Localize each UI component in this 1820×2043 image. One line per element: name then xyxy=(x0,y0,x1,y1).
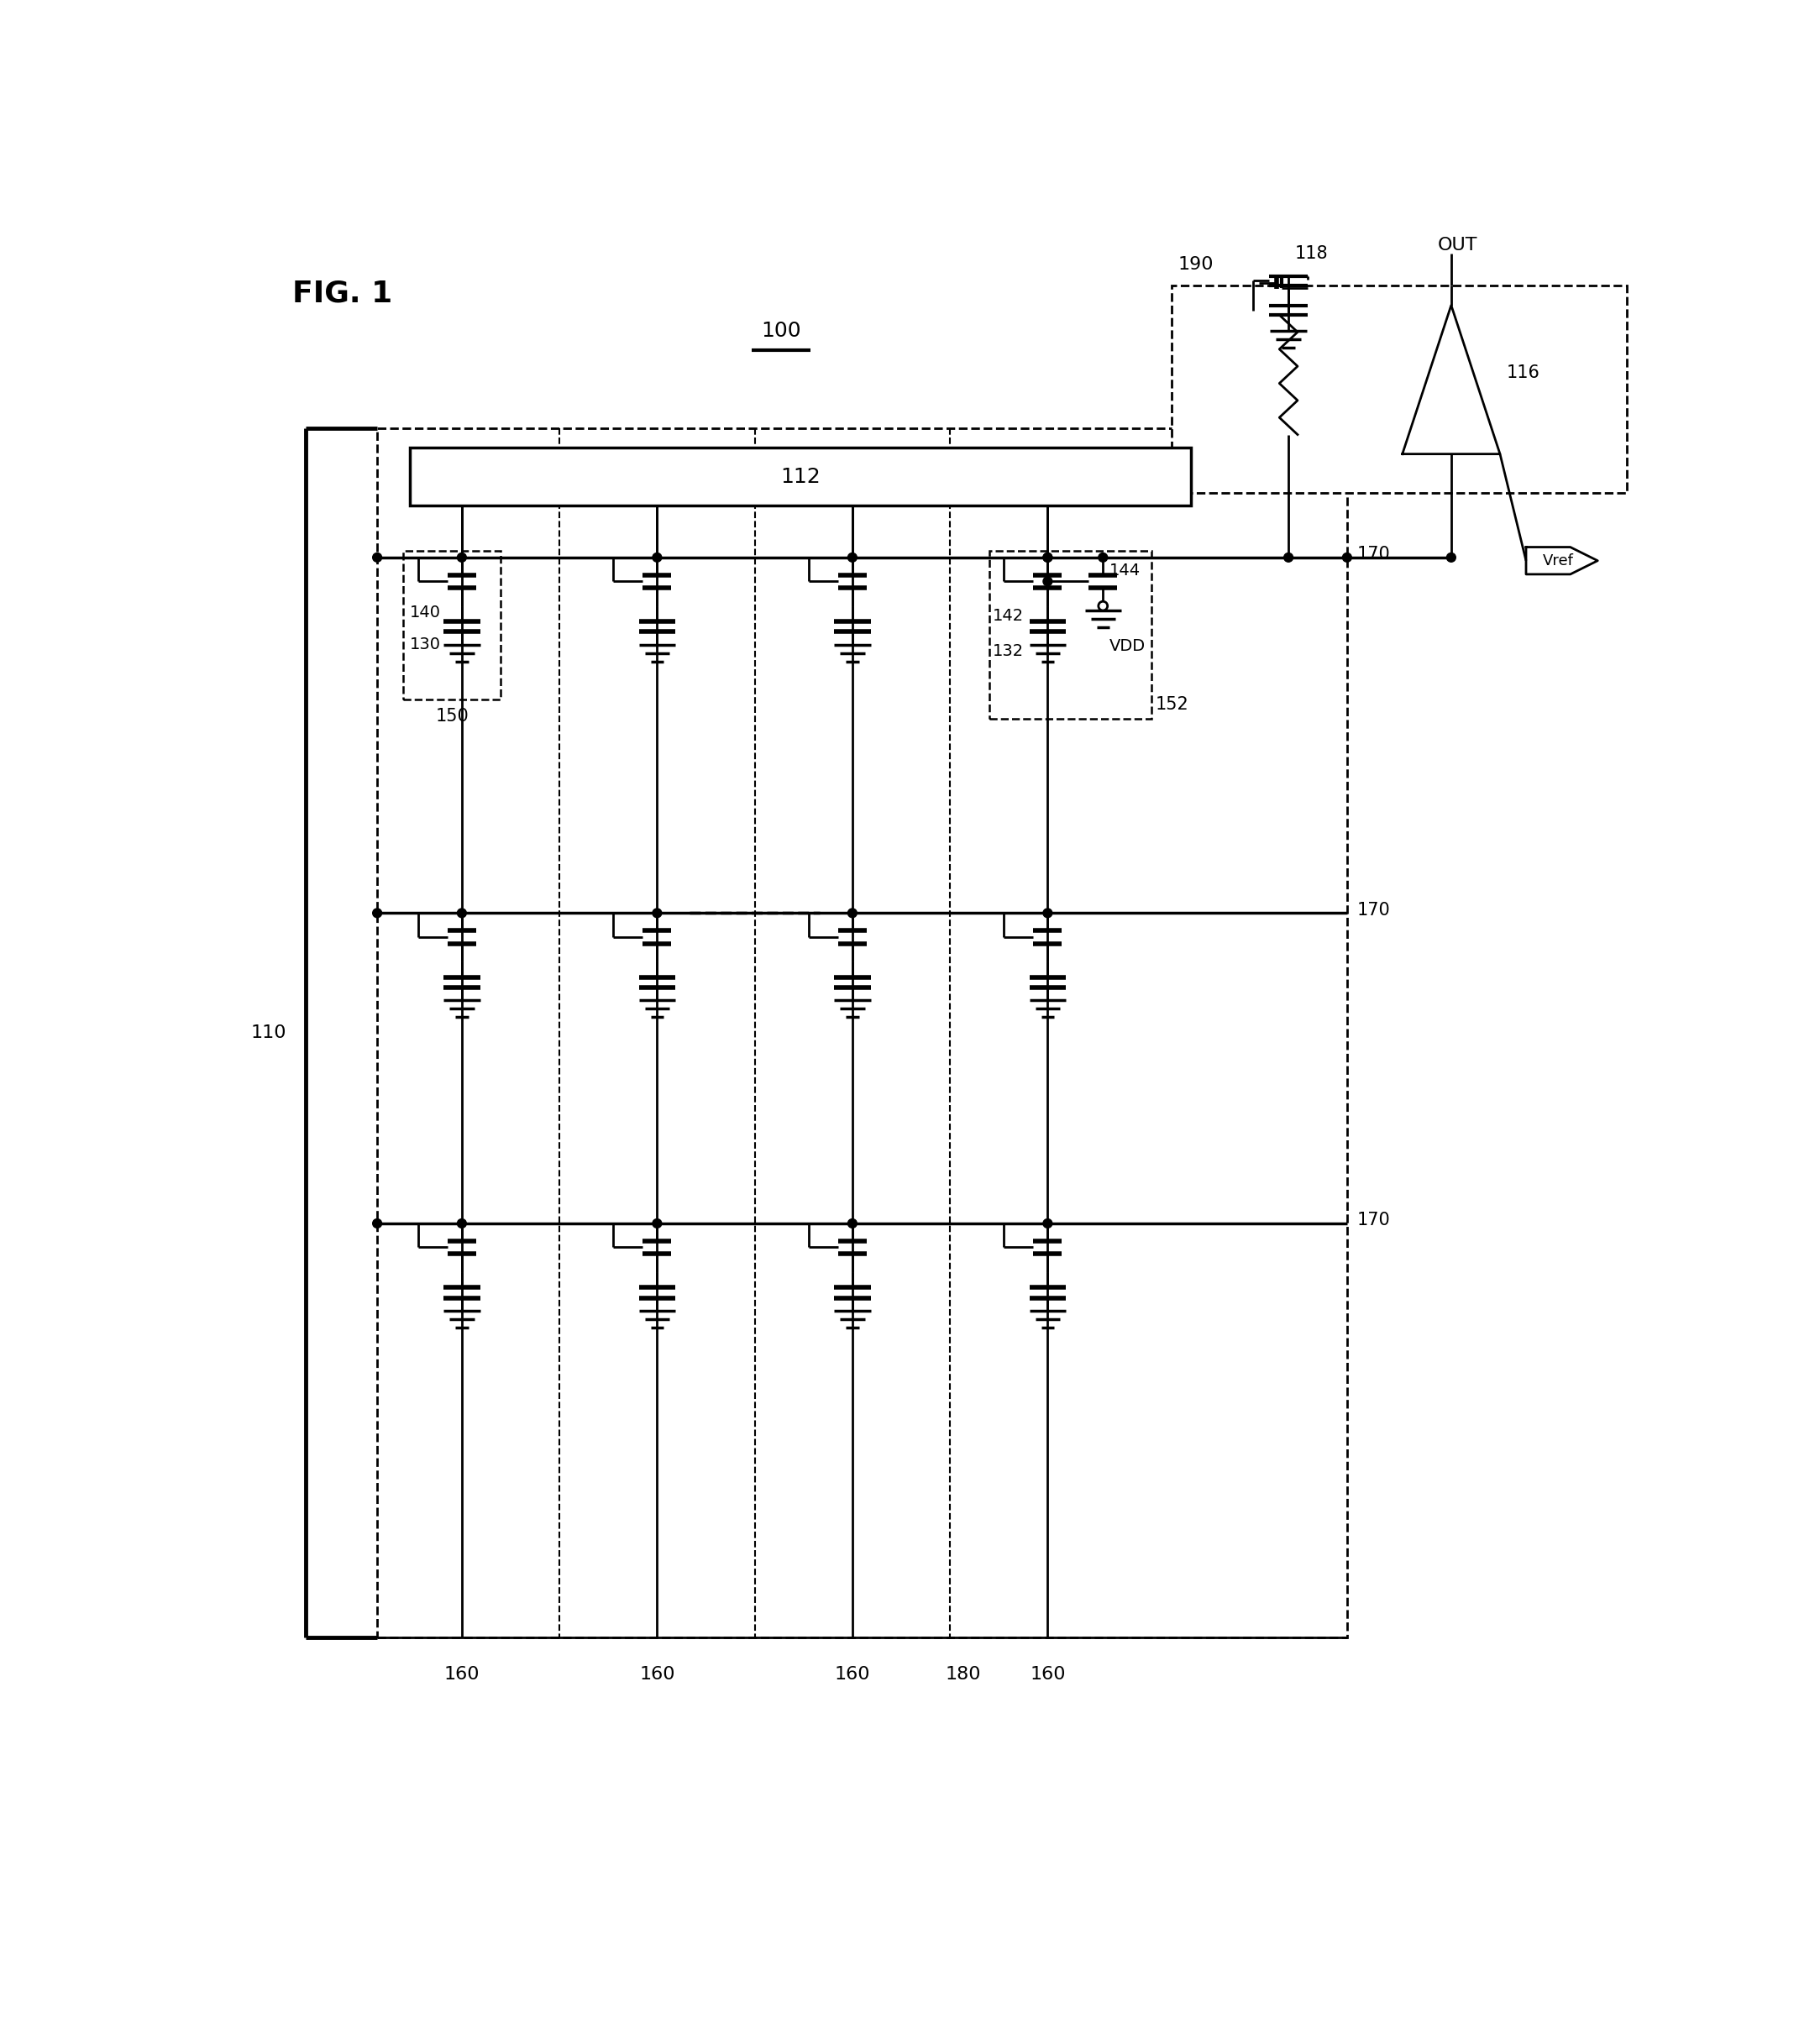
Circle shape xyxy=(848,1220,857,1228)
Text: 116: 116 xyxy=(1507,366,1540,382)
Text: 160: 160 xyxy=(835,1667,870,1683)
Text: 130: 130 xyxy=(409,637,440,652)
Text: 160: 160 xyxy=(1030,1667,1065,1683)
Text: FIG. 1: FIG. 1 xyxy=(293,280,393,308)
Circle shape xyxy=(373,909,382,917)
Bar xyxy=(404,552,501,699)
Text: 190: 190 xyxy=(1178,255,1214,274)
Circle shape xyxy=(1099,554,1108,562)
Text: 144: 144 xyxy=(1110,562,1141,578)
Circle shape xyxy=(457,909,466,917)
Circle shape xyxy=(1043,576,1052,586)
Circle shape xyxy=(653,1220,662,1228)
Text: 170: 170 xyxy=(1358,1211,1390,1228)
Text: 160: 160 xyxy=(639,1667,675,1683)
Text: 170: 170 xyxy=(1358,545,1390,562)
Circle shape xyxy=(1447,554,1456,562)
Circle shape xyxy=(653,554,662,562)
Text: 112: 112 xyxy=(781,466,821,486)
Circle shape xyxy=(457,554,466,562)
Circle shape xyxy=(1343,554,1352,562)
Bar xyxy=(988,552,1152,719)
Circle shape xyxy=(653,909,662,917)
Text: 132: 132 xyxy=(992,644,1023,660)
Text: 118: 118 xyxy=(1296,245,1329,262)
Circle shape xyxy=(457,1220,466,1228)
Bar xyxy=(377,429,1347,1636)
Circle shape xyxy=(1099,601,1108,611)
Text: Vref: Vref xyxy=(1543,554,1574,568)
Circle shape xyxy=(1043,1220,1052,1228)
Text: 142: 142 xyxy=(992,607,1023,623)
Circle shape xyxy=(1283,554,1292,562)
Text: OUT: OUT xyxy=(1438,237,1478,253)
Circle shape xyxy=(1043,909,1052,917)
Circle shape xyxy=(1043,554,1052,562)
Text: 170: 170 xyxy=(1358,901,1390,917)
Circle shape xyxy=(848,554,857,562)
Text: 180: 180 xyxy=(945,1667,981,1683)
Circle shape xyxy=(1043,554,1052,562)
Bar xyxy=(409,447,1190,507)
Text: 150: 150 xyxy=(435,707,470,725)
Bar xyxy=(1172,286,1627,492)
Text: 100: 100 xyxy=(761,321,801,341)
Circle shape xyxy=(373,554,382,562)
Circle shape xyxy=(848,909,857,917)
Text: 160: 160 xyxy=(444,1667,480,1683)
Text: 140: 140 xyxy=(409,605,440,621)
Circle shape xyxy=(373,1220,382,1228)
Text: 152: 152 xyxy=(1156,697,1188,713)
Text: VDD: VDD xyxy=(1110,637,1145,654)
Text: 110: 110 xyxy=(251,1024,286,1042)
